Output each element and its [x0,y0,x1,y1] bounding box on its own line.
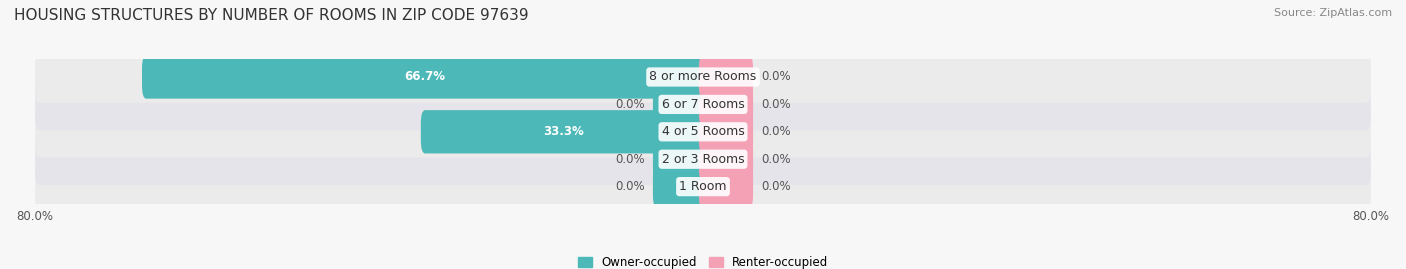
Text: 6 or 7 Rooms: 6 or 7 Rooms [662,98,744,111]
Text: 0.0%: 0.0% [614,180,644,193]
Text: 66.7%: 66.7% [404,70,446,83]
FancyBboxPatch shape [699,137,754,181]
Text: 8 or more Rooms: 8 or more Rooms [650,70,756,83]
FancyBboxPatch shape [35,106,1371,158]
FancyBboxPatch shape [35,51,1371,103]
Text: 4 or 5 Rooms: 4 or 5 Rooms [662,125,744,138]
Text: 33.3%: 33.3% [544,125,585,138]
FancyBboxPatch shape [35,133,1371,185]
Text: 0.0%: 0.0% [762,125,792,138]
Text: 0.0%: 0.0% [614,153,644,166]
FancyBboxPatch shape [35,79,1371,130]
Text: HOUSING STRUCTURES BY NUMBER OF ROOMS IN ZIP CODE 97639: HOUSING STRUCTURES BY NUMBER OF ROOMS IN… [14,8,529,23]
FancyBboxPatch shape [699,55,754,99]
FancyBboxPatch shape [699,83,754,126]
FancyBboxPatch shape [652,165,707,208]
Text: 0.0%: 0.0% [762,153,792,166]
FancyBboxPatch shape [35,161,1371,213]
FancyBboxPatch shape [420,110,707,153]
Text: 2 or 3 Rooms: 2 or 3 Rooms [662,153,744,166]
Text: 0.0%: 0.0% [762,98,792,111]
Text: 0.0%: 0.0% [762,180,792,193]
FancyBboxPatch shape [142,55,707,99]
FancyBboxPatch shape [699,165,754,208]
Text: 0.0%: 0.0% [762,70,792,83]
FancyBboxPatch shape [652,83,707,126]
FancyBboxPatch shape [699,110,754,153]
Text: 0.0%: 0.0% [614,98,644,111]
Text: 1 Room: 1 Room [679,180,727,193]
FancyBboxPatch shape [652,137,707,181]
Legend: Owner-occupied, Renter-occupied: Owner-occupied, Renter-occupied [572,252,834,269]
Text: Source: ZipAtlas.com: Source: ZipAtlas.com [1274,8,1392,18]
